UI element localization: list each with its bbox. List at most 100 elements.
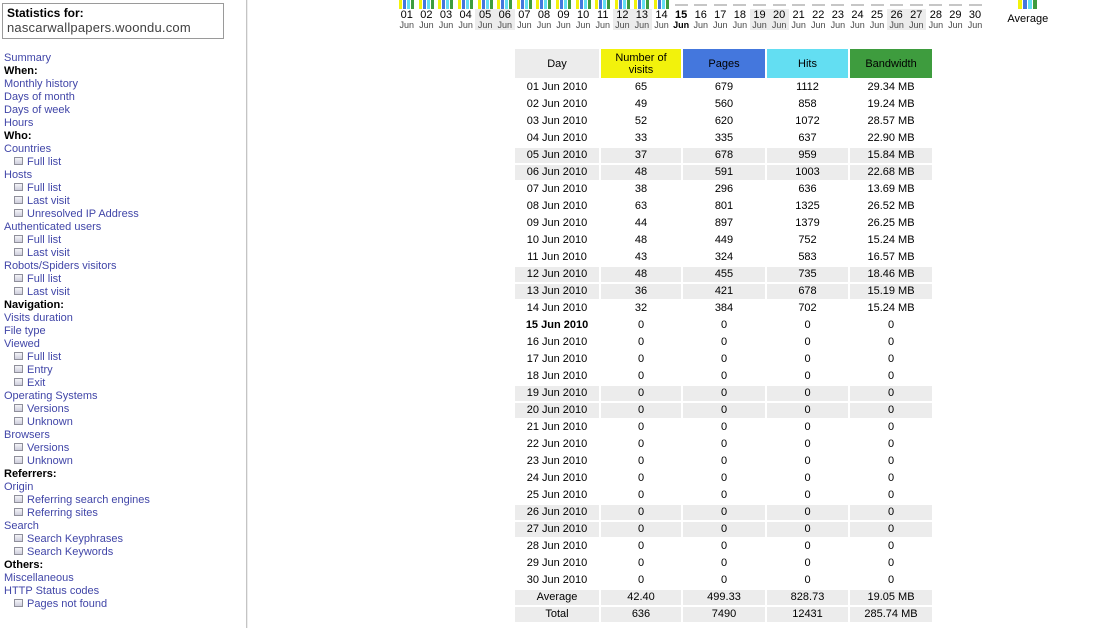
pages-bar: [422, 0, 426, 9]
chart-day: 15 Jun: [671, 0, 691, 30]
sidebar-item-search-keyphrases[interactable]: Search Keyphrases: [4, 533, 246, 546]
sidebar-item-robots-spiders-visitors[interactable]: Robots/Spiders visitors: [4, 260, 246, 273]
sidebar-item-browsers[interactable]: Browsers: [4, 429, 246, 442]
sidebar-item-auth-users-last-visit[interactable]: Last visit: [4, 247, 246, 260]
day-cell: 29 Jun 2010: [515, 556, 599, 571]
pages-cell: 0: [683, 505, 765, 520]
sidebar-item-hosts[interactable]: Hosts: [4, 169, 246, 182]
table-row: 03 Jun 2010 52 620 1072 28.57 MB: [515, 114, 932, 129]
sidebar-section-others: Others:: [4, 559, 246, 572]
day-number: 18: [733, 9, 747, 21]
bandwidth-bar: [470, 0, 474, 9]
sidebar-item-viewed-full-list[interactable]: Full list: [4, 351, 246, 364]
sidebar-item-monthly-history[interactable]: Monthly history: [4, 78, 246, 91]
table-row: Average 42.40 499.33 828.73 19.05 MB: [515, 590, 932, 605]
sidebar-item-label: Authenticated users: [4, 221, 102, 233]
sidebar-item-label: Robots/Spiders visitors: [4, 260, 117, 272]
sidebar-item-robots-full-list[interactable]: Full list: [4, 273, 246, 286]
sidebar-item-label: Origin: [4, 481, 34, 493]
sidebar-item-file-type[interactable]: File type: [4, 325, 246, 338]
hits-cell: 1003: [767, 165, 848, 180]
sidebar-item-http-status-codes[interactable]: HTTP Status codes: [4, 585, 246, 598]
sidebar-item-origin[interactable]: Origin: [4, 481, 246, 494]
sidebar-item-days-of-month[interactable]: Days of month: [4, 91, 246, 104]
day-month: Jun: [497, 20, 513, 30]
sidebar-item-countries-full-list[interactable]: Full list: [4, 156, 246, 169]
day-cell: Total: [515, 607, 599, 622]
sidebar-item-os-unknown[interactable]: Unknown: [4, 416, 246, 429]
sidebar-item-hours[interactable]: Hours: [4, 117, 246, 130]
sidebar-item-operating-systems[interactable]: Operating Systems: [4, 390, 246, 403]
sidebar-item-authenticated-users[interactable]: Authenticated users: [4, 221, 246, 234]
sidebar-item-summary[interactable]: Summary: [4, 52, 246, 65]
sidebar-section-when: When:: [4, 65, 246, 78]
day-number: 29: [949, 9, 962, 21]
sidebar-item-label: Search Keywords: [27, 546, 114, 558]
submenu-bullet-icon: [14, 248, 23, 257]
sidebar-item-search[interactable]: Search: [4, 520, 246, 533]
bandwidth-cell: 0: [850, 369, 932, 384]
day-number: 26: [890, 9, 903, 21]
sidebar-item-label: Full list: [27, 351, 62, 363]
pages-bar: [560, 0, 564, 9]
chart-day: 11 Jun: [593, 0, 613, 30]
zero-value-dash: [772, 4, 786, 6]
bandwidth-cell: 19.05 MB: [850, 590, 932, 605]
sidebar-item-os-versions[interactable]: Versions: [4, 403, 246, 416]
sidebar-item-hosts-full-list[interactable]: Full list: [4, 182, 246, 195]
sidebar-item-robots-last-visit[interactable]: Last visit: [4, 286, 246, 299]
sidebar-item-countries[interactable]: Countries: [4, 143, 246, 156]
day-bars: [769, 0, 789, 9]
sidebar-item-days-of-week[interactable]: Days of week: [4, 104, 246, 117]
day-cell: 18 Jun 2010: [515, 369, 599, 384]
day-number: 07: [518, 9, 531, 21]
chart-day: 26 Jun: [886, 0, 907, 30]
pages-bar: [1023, 0, 1028, 9]
chart-day: 07 Jun: [515, 0, 535, 30]
day-label: 29 Jun: [946, 9, 966, 30]
table-row: 10 Jun 2010 48 449 752 15.24 MB: [515, 233, 932, 248]
table-row: 01 Jun 2010 65 679 1112 29.34 MB: [515, 80, 932, 95]
day-month: Jun: [419, 20, 434, 30]
chart-day: 30 Jun: [965, 0, 985, 30]
day-month: Jun: [771, 20, 787, 30]
day-month: Jun: [595, 20, 610, 30]
visits-bar: [575, 0, 579, 9]
bandwidth-cell: 0: [850, 488, 932, 503]
day-bars: [671, 0, 691, 9]
hits-bar: [662, 0, 666, 9]
day-cell: 22 Jun 2010: [515, 437, 599, 452]
zero-value-dash: [733, 4, 747, 6]
sidebar-item-referring-sites[interactable]: Referring sites: [4, 507, 246, 520]
submenu-bullet-icon: [14, 508, 23, 517]
table-row: 20 Jun 2010 0 0 0 0: [515, 403, 932, 418]
sidebar-item-pages-not-found[interactable]: Pages not found: [4, 598, 246, 611]
visits-cell: 48: [601, 267, 681, 282]
day-bars: [436, 0, 456, 9]
bandwidth-cell: 28.57 MB: [850, 114, 932, 129]
sidebar-item-referring-search-engines[interactable]: Referring search engines: [4, 494, 246, 507]
pages-cell: 620: [683, 114, 765, 129]
sidebar-item-entry[interactable]: Entry: [4, 364, 246, 377]
day-label: 12 Jun: [612, 9, 633, 30]
sidebar-item-visits-duration[interactable]: Visits duration: [4, 312, 246, 325]
sidebar-item-hosts-last-visit[interactable]: Last visit: [4, 195, 246, 208]
sidebar-item-viewed[interactable]: Viewed: [4, 338, 246, 351]
visits-cell: 32: [601, 301, 681, 316]
day-cell: 02 Jun 2010: [515, 97, 599, 112]
sidebar-item-miscellaneous[interactable]: Miscellaneous: [4, 572, 246, 585]
day-number: 20: [772, 9, 786, 21]
day-label: 08 Jun: [534, 9, 554, 30]
pages-bar: [658, 0, 662, 9]
day-cell: 01 Jun 2010: [515, 80, 599, 95]
submenu-bullet-icon: [14, 183, 23, 192]
pages-cell: 0: [683, 437, 765, 452]
pages-cell: 0: [683, 454, 765, 469]
sidebar-item-auth-users-full-list[interactable]: Full list: [4, 234, 246, 247]
sidebar-item-search-keywords[interactable]: Search Keywords: [4, 546, 246, 559]
sidebar-item-unresolved-ip-address[interactable]: Unresolved IP Address: [4, 208, 246, 221]
sidebar-item-browsers-versions[interactable]: Versions: [4, 442, 246, 455]
chart-day: 06 Jun: [494, 0, 515, 30]
sidebar-item-browsers-unknown[interactable]: Unknown: [4, 455, 246, 468]
sidebar-item-exit[interactable]: Exit: [4, 377, 246, 390]
